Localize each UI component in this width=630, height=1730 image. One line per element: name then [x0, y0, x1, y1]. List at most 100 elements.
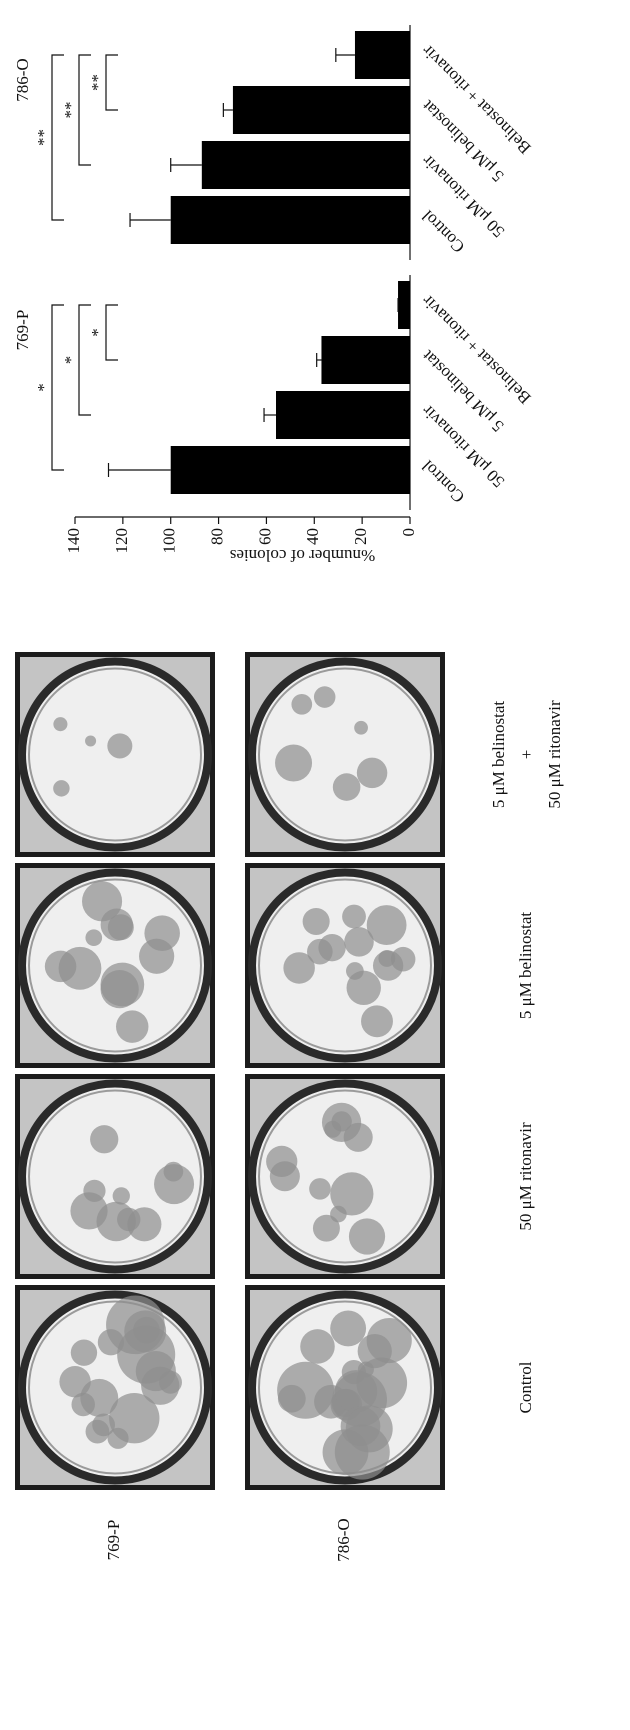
- colony: [366, 1318, 412, 1364]
- colony: [135, 1350, 176, 1392]
- bar: [321, 336, 411, 384]
- colony: [58, 946, 102, 990]
- colony: [356, 757, 388, 789]
- y-tick-label: 80: [207, 528, 226, 545]
- colony: [330, 1172, 374, 1216]
- y-tick-label: 100: [160, 528, 179, 554]
- significance-bracket: [105, 54, 118, 111]
- colony: [361, 1005, 393, 1038]
- colony: [330, 1310, 367, 1347]
- dish-rim: [28, 667, 202, 842]
- colony: [83, 1179, 106, 1203]
- colony: [334, 1370, 378, 1413]
- dish-rim: [258, 878, 432, 1053]
- colony: [116, 1010, 149, 1043]
- colony: [85, 929, 103, 947]
- chart-title: 786-O: [13, 58, 32, 101]
- row-label: 769-P: [104, 1520, 123, 1561]
- bar: [170, 196, 410, 244]
- chart-title: 769-P: [13, 310, 32, 351]
- dish: [18, 1079, 212, 1274]
- significance-bracket: [51, 304, 64, 471]
- colony: [332, 773, 361, 801]
- colony: [85, 735, 97, 747]
- colony: [318, 934, 346, 962]
- colony: [366, 905, 407, 945]
- rotated-figure: 769-P 786-O Control 50 μM ritonavir 5 μM bel…: [13, 25, 564, 1562]
- significance-label: **: [61, 102, 80, 119]
- dish-rim: [28, 1300, 202, 1475]
- colony: [291, 693, 313, 715]
- colony: [269, 1161, 300, 1192]
- dish-rim: [28, 878, 202, 1053]
- column-label: +: [517, 750, 536, 760]
- colony: [330, 1205, 347, 1223]
- significance-label: *: [88, 328, 107, 337]
- colony: [107, 733, 133, 759]
- dish-rim: [28, 1089, 202, 1264]
- y-tick-label: 140: [64, 528, 83, 554]
- column-label: 50 μM ritonavir: [516, 1122, 535, 1231]
- bar: [201, 141, 410, 189]
- significance-label: **: [34, 129, 53, 146]
- colony: [109, 1393, 160, 1444]
- colony: [283, 952, 315, 984]
- colony: [100, 969, 139, 1009]
- colony: [342, 904, 366, 929]
- bar: [354, 31, 411, 79]
- significance-bracket: [51, 54, 64, 221]
- colony: [112, 1187, 130, 1205]
- x-tick-label: Control: [418, 456, 468, 506]
- colony: [312, 1214, 340, 1242]
- dish-rim: [258, 667, 432, 842]
- y-axis-label: %number of colonies: [230, 546, 375, 565]
- colony: [70, 1339, 98, 1366]
- colony: [346, 962, 364, 980]
- bar: [170, 446, 410, 494]
- colony: [348, 1218, 386, 1255]
- y-tick-label: 40: [303, 528, 322, 545]
- y-tick-label: 120: [112, 528, 131, 554]
- significance-label: *: [61, 356, 80, 365]
- colony: [90, 1125, 119, 1154]
- colony: [354, 720, 368, 735]
- colony: [133, 1316, 160, 1344]
- colony: [309, 1178, 331, 1200]
- colony: [343, 1122, 373, 1152]
- colony: [100, 908, 133, 941]
- bar: [276, 391, 410, 439]
- colony: [117, 1207, 141, 1232]
- y-tick-label: 20: [351, 528, 370, 545]
- colony: [53, 717, 68, 732]
- colony: [53, 780, 70, 797]
- significance-bracket: [78, 54, 91, 166]
- colony: [313, 686, 336, 708]
- colony: [154, 1164, 195, 1205]
- colony: [378, 949, 396, 967]
- colony: [275, 744, 313, 782]
- colony: [144, 915, 180, 951]
- x-tick-label: Belinostat + ritonavir: [418, 41, 535, 158]
- colony: [277, 1384, 306, 1413]
- colony: [300, 1329, 335, 1364]
- column-label: 50 μM ritonavir: [545, 700, 564, 809]
- colony: [324, 1120, 342, 1138]
- significance-bracket: [78, 304, 91, 416]
- colony: [345, 1405, 393, 1453]
- column-label: Control: [516, 1361, 535, 1413]
- x-tick-label: Belinostat + ritonavir: [418, 291, 535, 408]
- colony: [302, 907, 330, 936]
- colony: [71, 1392, 95, 1417]
- bar: [398, 281, 410, 329]
- y-tick-label: 0: [399, 528, 418, 537]
- column-label: 5 μM belinostat: [489, 701, 508, 809]
- colony: [92, 1413, 115, 1437]
- y-tick-label: 60: [255, 528, 274, 545]
- x-tick-label: Control: [418, 206, 468, 256]
- row-label: 786-O: [334, 1518, 353, 1561]
- colony: [344, 927, 374, 957]
- significance-label: *: [34, 383, 53, 392]
- dish-rim: [258, 1089, 432, 1264]
